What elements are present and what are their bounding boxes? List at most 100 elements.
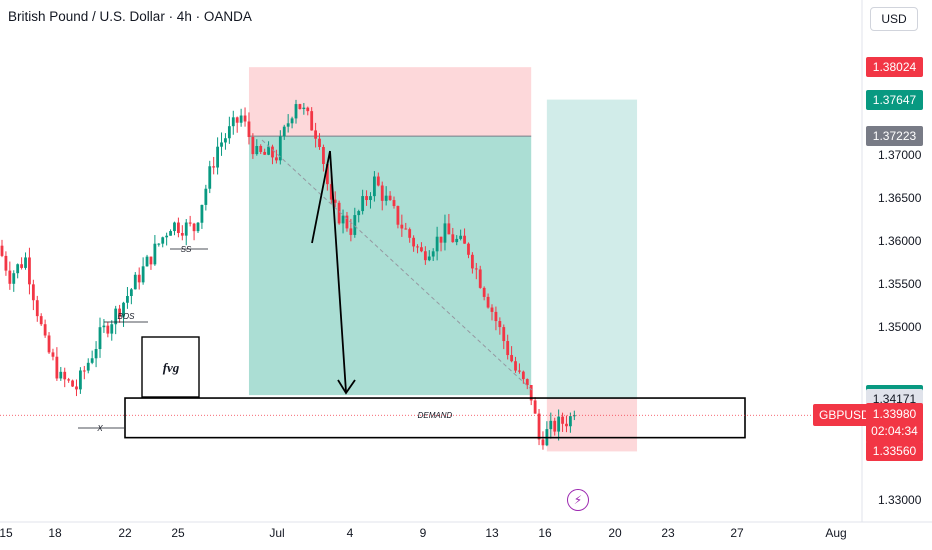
candle-body — [110, 324, 114, 334]
candle-body — [447, 223, 451, 235]
candle-body — [506, 341, 510, 356]
candle-body — [82, 370, 86, 372]
candle-body — [133, 274, 137, 290]
currency-button[interactable]: USD — [870, 7, 918, 31]
candle-body — [498, 321, 502, 328]
candle-body — [435, 236, 439, 252]
candle-body — [423, 251, 427, 261]
candle-body — [208, 166, 212, 189]
candle-body — [525, 379, 529, 385]
candle-body — [549, 420, 553, 430]
candle-body — [341, 215, 345, 224]
candle-body — [286, 123, 290, 127]
price-tick: 1.37000 — [878, 148, 922, 163]
candle-body — [380, 185, 384, 201]
fvg-label: fvg — [163, 360, 180, 375]
bar-countdown: 02:04:34 — [871, 424, 918, 438]
candle-body — [79, 370, 82, 390]
candle-body — [59, 371, 63, 379]
candle-body — [420, 247, 423, 252]
candle-body — [35, 300, 39, 317]
position-zones — [248, 67, 638, 452]
candle-body — [126, 296, 129, 303]
time-tick: 23 — [661, 526, 675, 540]
candle-body — [243, 115, 247, 122]
candle-body — [235, 117, 239, 123]
candle-body — [141, 266, 145, 283]
candle-body — [177, 222, 180, 234]
candle-body — [369, 196, 372, 201]
candle-body — [439, 236, 443, 243]
time-tick: 20 — [608, 526, 622, 540]
candle-body — [514, 361, 517, 371]
time-tick: 9 — [419, 526, 427, 540]
candle-body — [572, 415, 576, 417]
candle-body — [510, 355, 513, 362]
candle-body — [114, 308, 118, 325]
chart-title: British Pound / U.S. Dollar · 4h · OANDA — [8, 9, 252, 24]
candle-body — [16, 264, 20, 274]
candle-body — [227, 126, 231, 139]
symbol-label[interactable]: GBPUSD — [813, 404, 876, 426]
ss-label: SS — [181, 245, 192, 254]
candle-body — [47, 335, 51, 353]
candle-body — [388, 195, 392, 201]
trend-line — [261, 139, 534, 392]
candle-body — [200, 204, 204, 223]
candle-body — [196, 222, 200, 232]
candle-body — [384, 195, 388, 201]
time-tick: 13 — [485, 526, 499, 540]
candle-body — [239, 115, 243, 123]
candle-body — [557, 416, 561, 432]
candle-body — [357, 211, 361, 216]
candle-body — [71, 380, 74, 387]
candle-body — [231, 117, 235, 127]
candle-body — [345, 215, 349, 229]
candle-body — [408, 229, 412, 238]
price-level-tag: 1.37223 — [866, 126, 923, 147]
candle-body — [259, 146, 263, 152]
candle-body — [220, 142, 223, 147]
candle-body — [145, 256, 149, 267]
candle-body — [267, 146, 270, 155]
candle-body — [541, 439, 545, 446]
candle-body — [365, 196, 368, 201]
bos-label: BOS — [118, 312, 136, 321]
candle-body — [75, 386, 78, 390]
demand-zone-box — [124, 397, 746, 439]
candle-body — [306, 107, 310, 112]
candle-body — [361, 196, 365, 212]
candle-body — [451, 234, 455, 243]
candle-body — [212, 166, 216, 168]
candle-body — [12, 273, 16, 284]
candle-body — [290, 118, 294, 124]
candle-body — [94, 349, 98, 359]
time-tick: 18 — [48, 526, 62, 540]
time-tick: 15 — [0, 526, 13, 540]
candle-body — [561, 416, 564, 424]
candle-body — [282, 126, 286, 137]
candle-body — [533, 400, 537, 414]
candle-body — [86, 362, 90, 371]
flash-event-icon[interactable]: ⚡ — [567, 489, 589, 511]
time-tick: 4 — [346, 526, 354, 540]
long-target-zone — [546, 99, 638, 399]
candle-body — [431, 251, 435, 257]
candle-body — [459, 235, 463, 239]
candle-body — [251, 136, 255, 155]
candles — [0, 99, 576, 450]
price-tick: 1.36000 — [878, 234, 922, 249]
candle-body — [149, 256, 153, 265]
candle-body — [494, 311, 498, 322]
candle-body — [490, 307, 494, 312]
candle-body — [106, 325, 110, 334]
candle-body — [294, 104, 298, 119]
candle-body — [529, 384, 533, 401]
candle-body — [302, 107, 306, 110]
candle-body — [474, 268, 478, 270]
candle-body — [337, 202, 341, 224]
candle-body — [204, 188, 208, 205]
candle-body — [28, 257, 31, 285]
